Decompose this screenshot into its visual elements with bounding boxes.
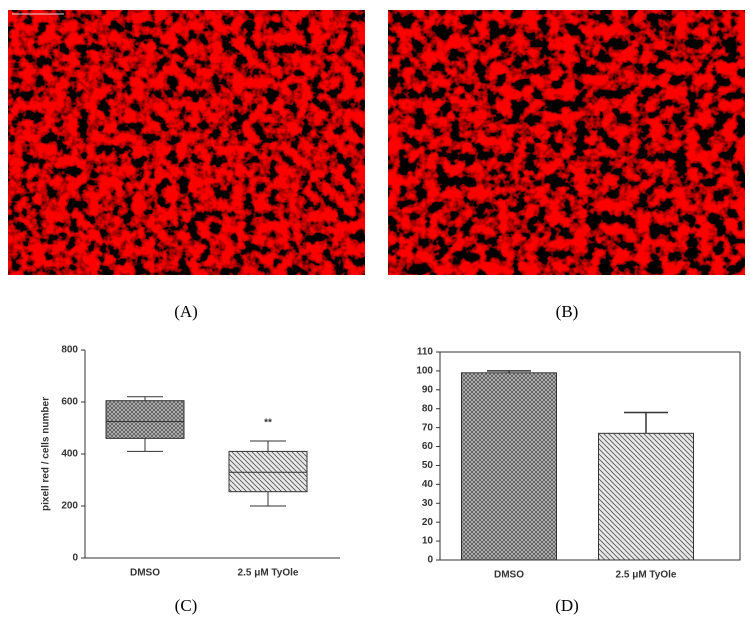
box [105,400,185,439]
annotation: ** [264,418,272,429]
y-tick-label: 30 [422,498,434,509]
y-tick-label: 100 [416,366,433,377]
y-tick-label: 60 [422,441,434,452]
micrograph-b-cells [388,10,745,275]
y-tick-label: 0 [427,555,433,566]
panel-label: (D) [555,596,579,615]
y-tick-label: 90 [422,384,434,395]
y-tick-label: 10 [422,536,434,547]
y-axis-label: pixell red / cells number [41,397,52,511]
panel-label: (A) [174,302,198,321]
panel-label: (C) [175,596,198,615]
bar [461,372,557,561]
y-tick-label: 200 [61,501,78,512]
bar [598,432,694,561]
y-tick-label: 400 [61,449,78,460]
y-tick-label: 800 [61,345,78,356]
x-tick-label: 2.5 μM TyOle [616,570,677,581]
x-tick-label: 2.5 μM TyOle [238,568,299,579]
y-tick-label: 50 [422,460,434,471]
y-tick-label: 600 [61,397,78,408]
y-tick-label: 80 [422,403,434,414]
x-tick-label: DMSO [130,568,160,579]
box [228,450,308,493]
plot-frame [439,351,741,561]
y-tick-label: 0 [72,553,78,564]
y-tick-label: 20 [422,517,434,528]
y-tick-label: 110 [417,347,434,358]
y-tick-label: 70 [422,422,434,433]
panel-label: (B) [556,302,579,321]
micrograph-a-cells [8,10,365,275]
x-tick-label: DMSO [494,570,524,581]
y-tick-label: 40 [422,479,434,490]
